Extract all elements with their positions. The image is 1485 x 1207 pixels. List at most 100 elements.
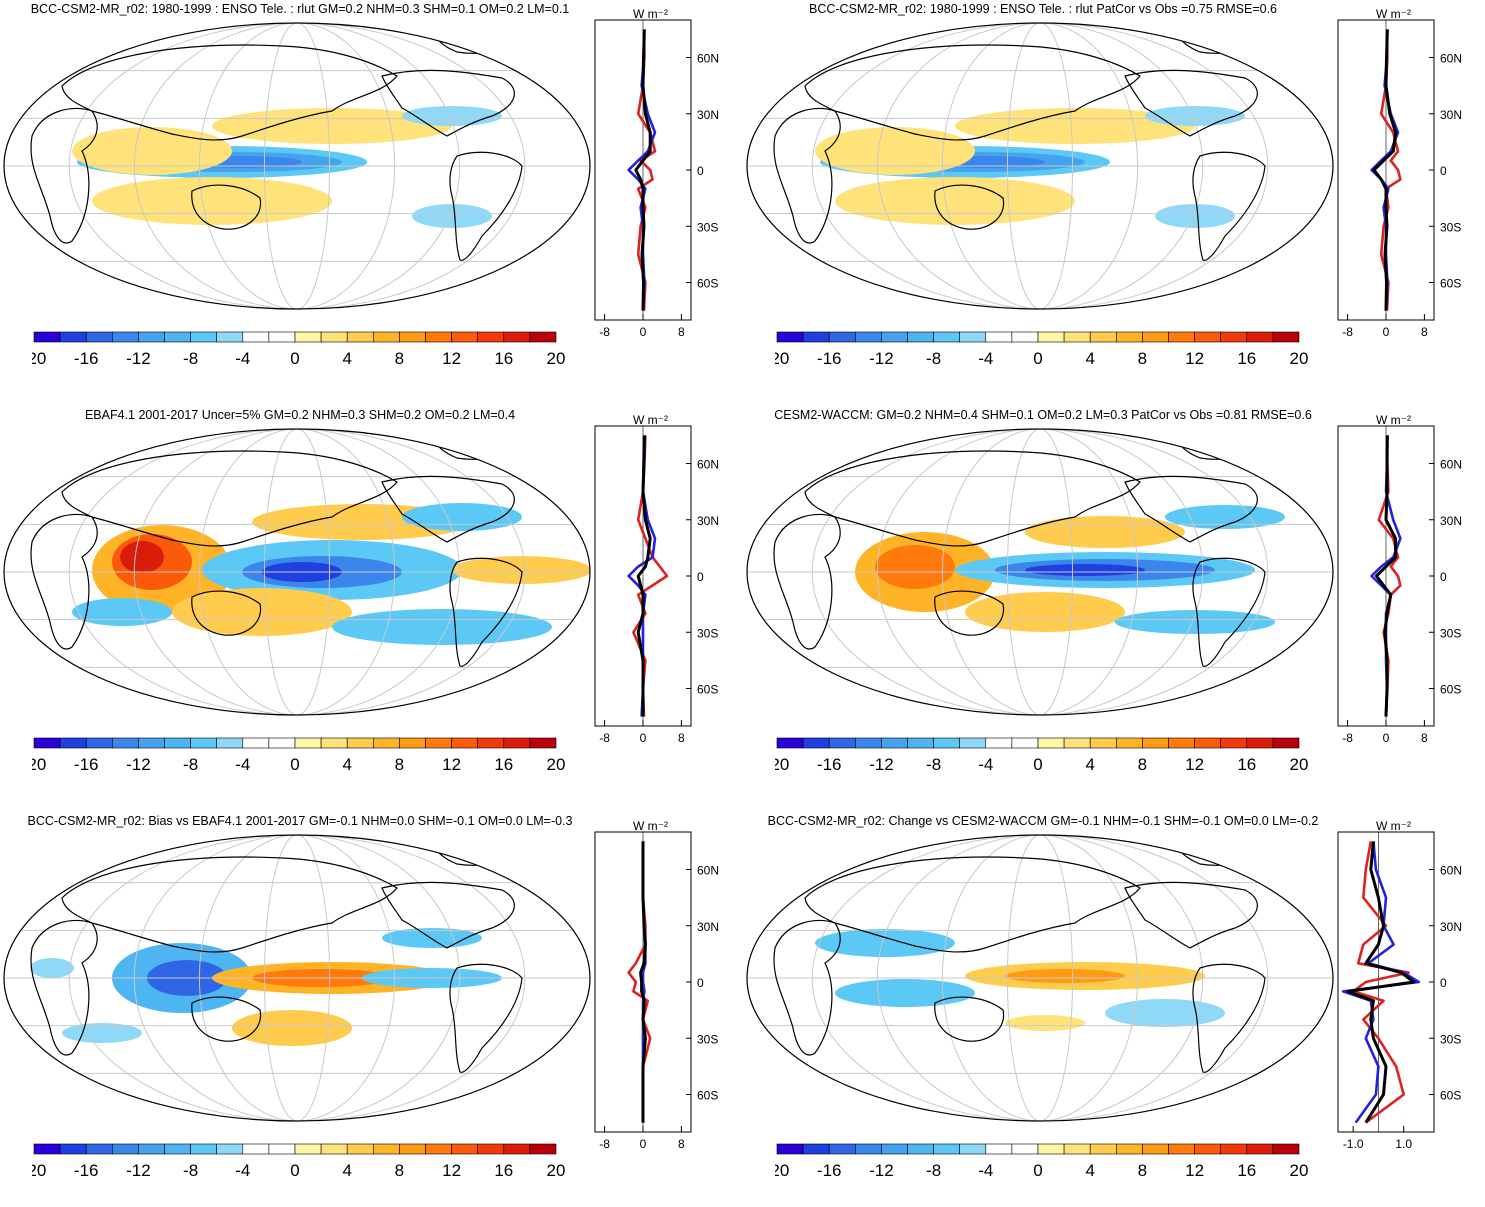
units-label: W m⁻² bbox=[633, 8, 668, 21]
colorbar-label: 0 bbox=[1033, 755, 1042, 774]
colorbar-label: 8 bbox=[1138, 349, 1147, 368]
colorbar-label: -16 bbox=[817, 755, 842, 774]
meridian-line bbox=[811, 835, 1041, 1121]
colorbar-swatch bbox=[1115, 331, 1143, 343]
meridian-line bbox=[296, 835, 526, 1121]
lat-tick-label: 60N bbox=[697, 864, 719, 878]
colorbar-swatch bbox=[372, 331, 400, 343]
colorbar-swatch bbox=[503, 1143, 531, 1155]
colorbar-swatch bbox=[190, 737, 218, 749]
lat-tick-label: 30N bbox=[1440, 920, 1462, 934]
anomaly-contour bbox=[835, 979, 975, 1007]
colorbar-label: 16 bbox=[494, 755, 513, 774]
profile-series-red bbox=[636, 29, 657, 311]
colorbar-label: -16 bbox=[74, 1161, 99, 1180]
colorbar-swatch bbox=[1194, 331, 1222, 343]
coastline bbox=[934, 184, 1005, 230]
anomaly-contour bbox=[72, 127, 232, 175]
coastline bbox=[773, 107, 841, 244]
colorbar-swatch bbox=[425, 737, 452, 749]
profile-x-tick-label: -8 bbox=[1342, 731, 1353, 745]
colorbar-label: 16 bbox=[1237, 755, 1256, 774]
lat-tick-label: 30N bbox=[697, 514, 719, 528]
colorbar-label: 8 bbox=[1138, 1161, 1147, 1180]
colorbar-label: -8 bbox=[183, 755, 198, 774]
colorbar-label: 8 bbox=[395, 755, 404, 774]
colorbar-label: 12 bbox=[442, 755, 461, 774]
colorbar-swatch bbox=[112, 1143, 139, 1155]
profile-x-tick-label: -1.0 bbox=[1343, 1137, 1364, 1151]
anomaly-contour bbox=[1005, 1015, 1085, 1031]
coastline bbox=[1192, 151, 1266, 261]
anomaly-contour bbox=[92, 177, 332, 225]
map-border bbox=[746, 428, 1334, 716]
colorbar-swatch bbox=[1037, 737, 1065, 749]
coastline bbox=[381, 881, 515, 949]
coastline bbox=[30, 513, 98, 650]
coastline bbox=[1124, 69, 1258, 137]
colorbar-swatch bbox=[320, 331, 348, 343]
colorbar-swatch bbox=[1168, 737, 1195, 749]
colorbar-swatch bbox=[529, 331, 557, 343]
colorbar: -20 -16 -12 -8 -4 0 4 8 12 16 20 bbox=[775, 737, 1309, 774]
colorbar-label: 16 bbox=[1237, 349, 1256, 368]
coastline bbox=[1124, 475, 1258, 543]
colorbar-swatch bbox=[59, 1143, 87, 1155]
anomaly-contour bbox=[1005, 969, 1125, 983]
colorbar-label: 4 bbox=[342, 755, 351, 774]
coastline bbox=[934, 590, 1005, 636]
colorbar-swatch bbox=[451, 1143, 479, 1155]
colorbar-swatch bbox=[425, 331, 452, 343]
colorbar: -20 -16 -12 -8 -4 0 4 8 12 16 20 bbox=[775, 331, 1308, 368]
colorbar-swatch bbox=[138, 331, 165, 343]
meridian-line bbox=[296, 23, 331, 309]
coastline bbox=[934, 996, 1005, 1042]
profile-x-tick-label: -8 bbox=[1342, 325, 1353, 339]
profile-series-red bbox=[1377, 435, 1402, 717]
colorbar-swatch bbox=[85, 737, 113, 749]
colorbar-swatch bbox=[855, 331, 882, 343]
profile-x-tick-label: 0 bbox=[640, 325, 647, 339]
profile-series-black bbox=[636, 435, 652, 717]
colorbar-swatch bbox=[1272, 331, 1300, 343]
colorbar-swatch bbox=[399, 331, 426, 343]
meridian-line bbox=[296, 429, 331, 715]
meridian-line bbox=[68, 23, 298, 309]
meridian-line bbox=[1039, 23, 1139, 309]
colorbar-swatch bbox=[451, 737, 479, 749]
colorbar-label: 12 bbox=[442, 1161, 461, 1180]
colorbar-label: -20 bbox=[775, 1161, 789, 1180]
meridian-line bbox=[68, 835, 298, 1121]
robinson-map bbox=[746, 22, 1334, 310]
lat-tick-label: 60N bbox=[1440, 52, 1462, 66]
profile-series-blue bbox=[1341, 841, 1421, 1124]
profile-x-tick-label: 8 bbox=[678, 1137, 685, 1151]
colorbar-swatch bbox=[1246, 1143, 1274, 1155]
colorbar-swatch bbox=[959, 737, 987, 749]
lat-tick-label: 60N bbox=[1440, 864, 1462, 878]
colorbar-label: 20 bbox=[1290, 755, 1309, 774]
colorbar-swatch bbox=[855, 737, 882, 749]
zonal-profile-plot: W m⁻² 60N 30N 0 30S 60S -1.0 1.0 bbox=[1337, 820, 1462, 1151]
colorbar-swatch bbox=[294, 331, 322, 343]
colorbar-label: -16 bbox=[74, 755, 99, 774]
anomaly-contour bbox=[332, 609, 552, 645]
units-label: W m⁻² bbox=[633, 820, 668, 833]
lat-tick-label: 60S bbox=[697, 277, 718, 291]
profile-series-red bbox=[1379, 29, 1402, 311]
panel-title: BCC-CSM2-MR_r02: 1980-1999 : ENSO Tele. … bbox=[808, 2, 1278, 16]
map-border bbox=[3, 428, 591, 716]
anomaly-contour bbox=[1115, 610, 1275, 634]
colorbar-swatch bbox=[1142, 1143, 1169, 1155]
meridian-line bbox=[1039, 429, 1139, 715]
meridian-line bbox=[133, 835, 298, 1121]
meridian-line bbox=[296, 23, 396, 309]
meridian-line bbox=[296, 835, 331, 1121]
units-label: W m⁻² bbox=[1376, 8, 1411, 21]
colorbar-swatch bbox=[320, 1143, 348, 1155]
colorbar-swatch bbox=[164, 331, 191, 343]
colorbar-swatch bbox=[33, 1143, 61, 1155]
colorbar-swatch bbox=[216, 737, 244, 749]
colorbar-label: -20 bbox=[775, 349, 789, 368]
anomaly-contour bbox=[1165, 505, 1285, 529]
